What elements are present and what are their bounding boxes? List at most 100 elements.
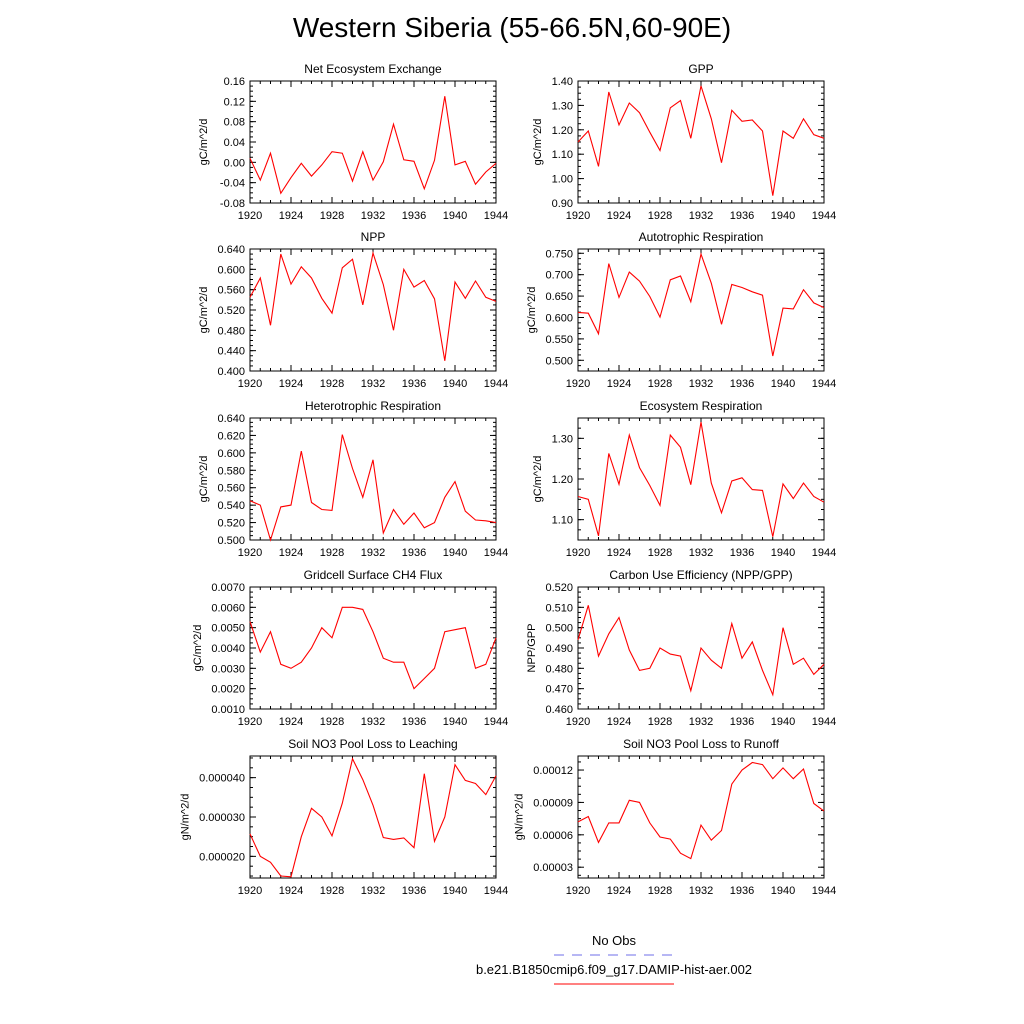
chart-panel: 1920 1924 1928 1932 1936 1940 1944 -0.08 -0.04 0.… [198, 62, 508, 222]
y-tick-label: 0.640 [217, 413, 245, 425]
y-axis-label: gC/m^2/d [526, 287, 538, 334]
y-tick-label: 1.20 [552, 125, 573, 137]
y-tick-label: 0.620 [217, 430, 245, 442]
y-tick-label: 0.470 [545, 684, 573, 696]
y-tick-label: 0.440 [217, 346, 245, 358]
x-tick-label: 1944 [484, 378, 508, 390]
chart-title: Heterotrophic Respiration [305, 399, 441, 413]
y-tick-label: 0.90 [552, 198, 573, 210]
y-tick-label: 0.560 [217, 285, 245, 297]
y-tick-label: 0.600 [545, 312, 573, 324]
x-tick-label: 1936 [402, 885, 426, 897]
y-tick-label: 0.0060 [211, 602, 245, 614]
y-tick-label: 0.00009 [533, 797, 573, 809]
x-tick-label: 1924 [607, 547, 631, 559]
y-axis-label: NPP/GPP [526, 624, 538, 673]
legend-label-run: b.e21.B1850cmip6.f09_g17.DAMIP-hist-aer.… [475, 962, 753, 977]
chart-panel: 1920 1924 1928 1932 1936 1940 1944 0.0010 0.0020… [192, 568, 508, 728]
x-tick-label: 1924 [279, 885, 303, 897]
x-tick-label: 1944 [812, 210, 836, 222]
y-tick-label: 0.08 [224, 117, 245, 129]
y-tick-label: 0.490 [545, 643, 573, 655]
y-tick-label: 1.40 [552, 76, 573, 88]
x-tick-label: 1940 [443, 378, 467, 390]
y-tick-label: 0.480 [217, 325, 245, 337]
x-tick-label: 1920 [566, 885, 590, 897]
x-tick-label: 1936 [402, 547, 426, 559]
y-axis-label: gN/m^2/d [179, 794, 191, 841]
x-tick-label: 1940 [771, 547, 795, 559]
y-tick-label: 0.0050 [211, 623, 245, 635]
x-tick-label: 1936 [402, 378, 426, 390]
x-tick-label: 1928 [648, 210, 672, 222]
x-tick-label: 1928 [320, 547, 344, 559]
y-tick-label: 0.000030 [199, 812, 245, 824]
y-axis-label: gC/m^2/d [198, 119, 210, 166]
chart-title: GPP [688, 62, 713, 76]
chart-title: Soil NO3 Pool Loss to Runoff [623, 737, 780, 751]
x-tick-label: 1932 [361, 885, 385, 897]
y-tick-label: 1.30 [552, 433, 573, 445]
x-tick-label: 1928 [320, 378, 344, 390]
y-tick-label: 0.00 [224, 157, 245, 169]
chart-title: Ecosystem Respiration [640, 399, 763, 413]
chart-title: NPP [361, 230, 386, 244]
x-tick-label: 1924 [279, 716, 303, 728]
y-tick-label: 0.0030 [211, 663, 245, 675]
x-tick-label: 1936 [730, 210, 754, 222]
y-tick-label: 0.000040 [199, 773, 245, 785]
y-tick-label: 0.640 [217, 244, 245, 256]
y-tick-label: 0.600 [217, 264, 245, 276]
y-tick-label: 0.00012 [533, 765, 573, 777]
x-tick-label: 1932 [361, 547, 385, 559]
x-tick-label: 1920 [238, 547, 262, 559]
x-tick-label: 1936 [730, 547, 754, 559]
x-tick-label: 1920 [566, 210, 590, 222]
y-tick-label: -0.04 [220, 178, 245, 190]
x-tick-label: 1932 [689, 210, 713, 222]
x-tick-label: 1932 [361, 716, 385, 728]
x-tick-label: 1936 [730, 885, 754, 897]
x-tick-label: 1940 [443, 716, 467, 728]
x-tick-label: 1944 [812, 378, 836, 390]
chart-panel: 1920 1924 1928 1932 1936 1940 1944 0.460 0.470 0.… [526, 568, 836, 728]
x-tick-label: 1920 [238, 210, 262, 222]
x-tick-label: 1928 [648, 885, 672, 897]
x-tick-label: 1928 [320, 716, 344, 728]
y-tick-label: 0.510 [545, 602, 573, 614]
x-tick-label: 1932 [689, 378, 713, 390]
y-tick-label: 0.520 [217, 518, 245, 530]
x-tick-label: 1920 [566, 716, 590, 728]
x-tick-label: 1940 [771, 885, 795, 897]
x-tick-label: 1920 [566, 378, 590, 390]
y-tick-label: 0.00003 [533, 862, 573, 874]
x-tick-label: 1920 [238, 885, 262, 897]
x-tick-label: 1932 [689, 547, 713, 559]
y-tick-label: 0.500 [545, 355, 573, 367]
y-tick-label: 0.540 [217, 500, 245, 512]
x-tick-label: 1944 [484, 885, 508, 897]
series-line [577, 252, 825, 357]
chart-title: Net Ecosystem Exchange [304, 62, 442, 76]
series-line [577, 422, 825, 537]
series-line [249, 757, 497, 878]
y-tick-label: 1.00 [552, 174, 573, 186]
x-tick-label: 1924 [607, 716, 631, 728]
y-tick-label: 0.400 [217, 366, 245, 378]
y-tick-label: 0.750 [545, 248, 573, 260]
figure-title: Western Siberia (55-66.5N,60-90E) [292, 12, 732, 43]
x-tick-label: 1936 [730, 378, 754, 390]
x-tick-label: 1932 [361, 210, 385, 222]
y-tick-label: 0.0020 [211, 684, 245, 696]
x-tick-label: 1924 [279, 547, 303, 559]
chart-panel: 1920 1924 1928 1932 1936 1940 1944 0.000020 0.00… [179, 737, 508, 897]
x-tick-label: 1932 [689, 885, 713, 897]
y-axis-label: gC/m^2/d [532, 456, 544, 503]
series-line [249, 96, 497, 195]
y-axis-label: gC/m^2/d [192, 625, 204, 672]
y-tick-label: 1.20 [552, 474, 573, 486]
x-tick-label: 1936 [402, 210, 426, 222]
x-tick-label: 1920 [238, 716, 262, 728]
